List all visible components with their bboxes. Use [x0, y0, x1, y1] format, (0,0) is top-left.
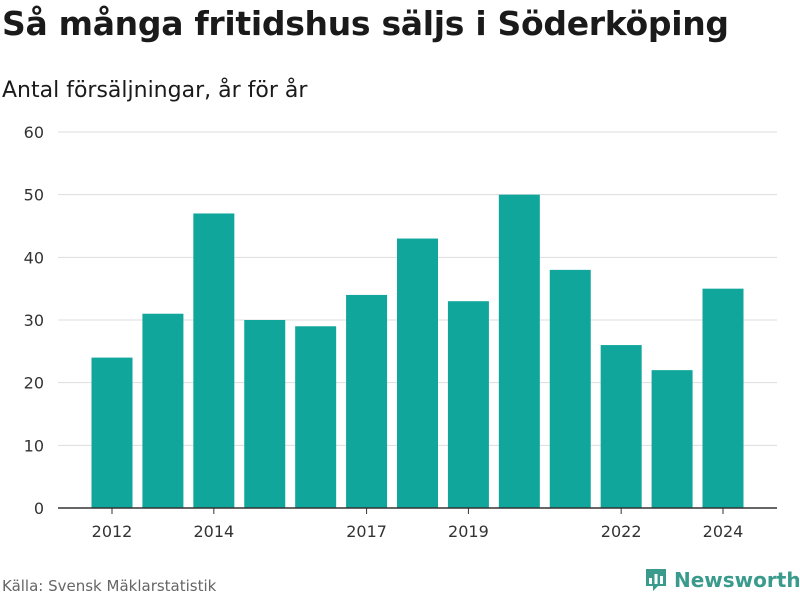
- x-tick-label: 2019: [448, 522, 489, 541]
- x-tick-label: 2014: [193, 522, 234, 541]
- bar-2012: [91, 357, 133, 508]
- x-tick-label: 2022: [601, 522, 642, 541]
- bar-2016: [295, 326, 337, 508]
- y-tick-label: 10: [24, 436, 44, 455]
- x-tick-label: 2017: [346, 522, 387, 541]
- chart-subtitle: Antal försäljningar, år för år: [2, 78, 308, 103]
- newsworthy-logo: Newsworthy: [644, 567, 800, 593]
- bar-2017: [346, 294, 388, 508]
- bars: [91, 194, 744, 509]
- tick-labels: 0 10 20 30 40 50 60 2012 2014 2017 2019 2022 2024: [24, 123, 744, 541]
- x-tick-label: 2012: [92, 522, 133, 541]
- bar-2014: [193, 213, 235, 508]
- y-tick-label: 0: [34, 499, 44, 518]
- y-tick-label: 30: [24, 311, 44, 330]
- bar-2018: [397, 238, 438, 509]
- bar-2024: [702, 288, 744, 508]
- y-tick-label: 20: [24, 374, 44, 393]
- x-tick-label: 2024: [703, 522, 744, 541]
- bar-2013: [142, 313, 184, 508]
- source-note: Källa: Svensk Mäklarstatistik: [2, 577, 217, 595]
- chart-title: Så många fritidshus säljs i Söderköping: [2, 4, 729, 43]
- y-tick-label: 40: [24, 248, 44, 267]
- y-tick-label: 50: [24, 186, 44, 205]
- bar-2020: [498, 194, 540, 508]
- bar-2021: [549, 269, 591, 508]
- y-tick-label: 60: [24, 123, 44, 142]
- bar-chart-logo-icon: [646, 569, 666, 591]
- brand-name: Newsworthy: [674, 568, 800, 592]
- bar-2015: [244, 320, 286, 508]
- bar-2022: [600, 345, 642, 508]
- bar-2023: [651, 370, 693, 508]
- bar-2019: [447, 301, 489, 508]
- axes: [58, 507, 777, 514]
